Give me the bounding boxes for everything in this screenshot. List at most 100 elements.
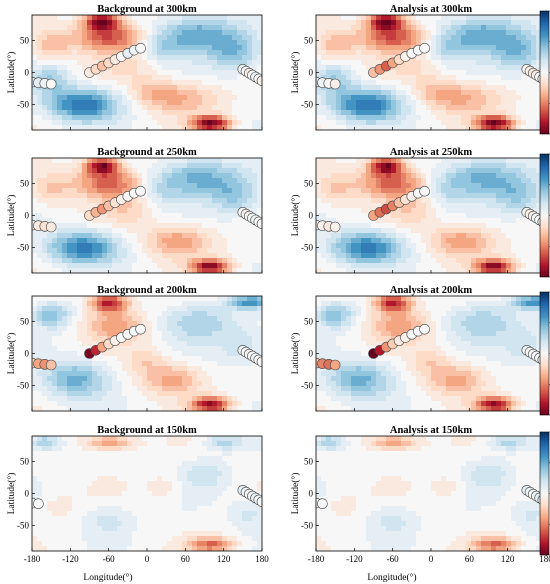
- heatmap-cell: [326, 25, 332, 31]
- heatmap-cell: [102, 168, 108, 174]
- heatmap-cell: [197, 20, 203, 26]
- heatmap-cell: [386, 268, 392, 273]
- heatmap-cell: [416, 35, 422, 41]
- heatmap-cell: [511, 105, 517, 111]
- heatmap-cell: [77, 243, 83, 249]
- heatmap-cell: [97, 376, 103, 382]
- heatmap-cell: [516, 218, 522, 224]
- heatmap-cell: [471, 95, 477, 101]
- heatmap-cell: [157, 110, 163, 116]
- heatmap-cell: [401, 115, 407, 121]
- heatmap-cell: [82, 105, 88, 111]
- heatmap-cell: [446, 85, 452, 91]
- heatmap-cell: [351, 253, 357, 259]
- heatmap-cell: [137, 263, 143, 269]
- heatmap-cell: [501, 50, 507, 56]
- heatmap-cell: [197, 120, 203, 126]
- heatmap-cell: [491, 35, 497, 41]
- heatmap-cell: [107, 326, 113, 332]
- heatmap-cell: [511, 125, 517, 130]
- heatmap-cell: [516, 70, 522, 76]
- heatmap-cell: [147, 15, 153, 21]
- heatmap-cell: [242, 188, 248, 194]
- heatmap-cell: [117, 401, 123, 407]
- heatmap-cell: [37, 306, 43, 312]
- heatmap-cell: [112, 233, 118, 239]
- heatmap-cell: [67, 371, 73, 377]
- heatmap-cell: [52, 110, 58, 116]
- heatmap-cell: [406, 163, 412, 169]
- heatmap-cell: [152, 208, 158, 214]
- heatmap-cell: [316, 178, 322, 184]
- heatmap-cell: [182, 238, 188, 244]
- heatmap-cell: [366, 193, 372, 199]
- heatmap-cell: [396, 178, 402, 184]
- heatmap-cell: [471, 60, 477, 66]
- heatmap-cell: [152, 341, 158, 347]
- heatmap-cell: [476, 35, 482, 41]
- heatmap-cell: [471, 30, 477, 36]
- heatmap-cell: [516, 213, 522, 219]
- heatmap-cell: [72, 406, 78, 411]
- heatmap-cell: [107, 301, 113, 307]
- heatmap-cell: [451, 233, 457, 239]
- heatmap-cell: [97, 228, 103, 234]
- heatmap-cell: [496, 75, 502, 81]
- heatmap-cell: [391, 163, 397, 169]
- heatmap-cell: [481, 218, 487, 224]
- heatmap-cell: [147, 238, 153, 244]
- heatmap-cell: [371, 223, 377, 229]
- heatmap-cell: [42, 20, 48, 26]
- heatmap-cell: [212, 198, 218, 204]
- heatmap-cell: [391, 258, 397, 264]
- heatmap-cell: [177, 115, 183, 121]
- heatmap-cell: [102, 55, 108, 61]
- heatmap-cell: [481, 213, 487, 219]
- heatmap-cell: [257, 233, 262, 239]
- heatmap-cell: [461, 90, 467, 96]
- heatmap-cell: [47, 296, 53, 302]
- heatmap-cell: [461, 80, 467, 86]
- heatmap-cell: [192, 120, 198, 126]
- heatmap-cell: [506, 233, 512, 239]
- heatmap-cell: [232, 233, 238, 239]
- heatmap-cell: [42, 95, 48, 101]
- heatmap-cell: [371, 218, 377, 224]
- heatmap-cell: [346, 20, 352, 26]
- heatmap-cell: [336, 35, 342, 41]
- heatmap-cell: [222, 168, 228, 174]
- heatmap-cell: [252, 163, 258, 169]
- heatmap-cell: [531, 193, 537, 199]
- heatmap-cell: [536, 188, 542, 194]
- heatmap-cell: [82, 371, 88, 377]
- heatmap-cell: [157, 233, 163, 239]
- heatmap-cell: [57, 70, 63, 76]
- heatmap-cell: [42, 351, 48, 357]
- heatmap-cell: [426, 238, 432, 244]
- heatmap-cell: [237, 173, 243, 179]
- heatmap-cell: [87, 80, 93, 86]
- heatmap-cell: [47, 356, 53, 362]
- heatmap-cell: [217, 198, 223, 204]
- heatmap-cell: [386, 223, 392, 229]
- heatmap-cell: [232, 100, 238, 106]
- heatmap-cell: [102, 396, 108, 402]
- heatmap-cell: [152, 371, 158, 377]
- heatmap-cell: [167, 213, 173, 219]
- heatmap-cell: [237, 258, 243, 264]
- heatmap-cell: [212, 75, 218, 81]
- heatmap-cell: [167, 90, 173, 96]
- heatmap-cell: [536, 65, 542, 71]
- heatmap-cell: [217, 218, 223, 224]
- heatmap-cell: [531, 263, 537, 269]
- heatmap-cell: [481, 178, 487, 184]
- heatmap-cell: [446, 120, 452, 126]
- heatmap-cell: [466, 40, 472, 46]
- heatmap-cell: [237, 158, 243, 164]
- heatmap-cell: [112, 238, 118, 244]
- heatmap-cell: [426, 173, 432, 179]
- heatmap-cell: [137, 40, 143, 46]
- heatmap-cell: [232, 75, 238, 81]
